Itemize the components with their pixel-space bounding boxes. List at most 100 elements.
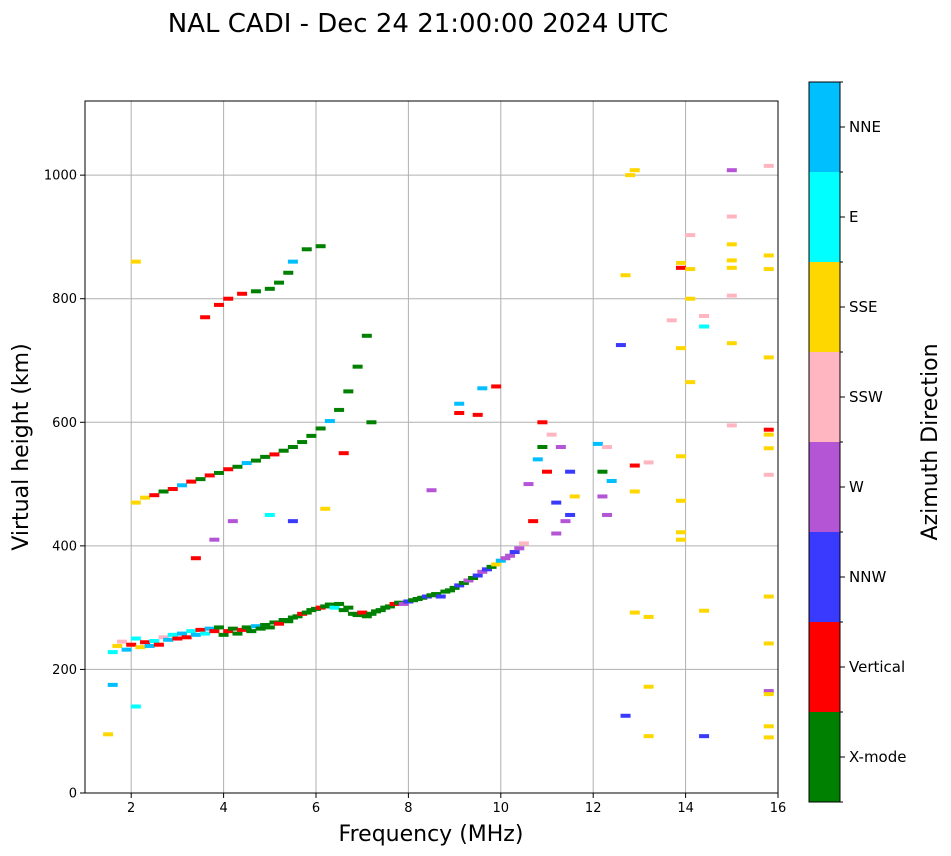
echo-point [726,168,737,173]
echo-point [375,608,386,613]
x-tick-label: 10 [493,801,510,816]
echo-point [629,489,640,494]
colorbar: X-mode Vertical NNW W SSW SSE E NNE [808,81,906,803]
echo-point [126,642,137,647]
echo-point [213,470,224,475]
echo-point [329,605,340,610]
echo-point [444,588,455,593]
echo-point [620,713,631,718]
echo-point [232,464,243,469]
echo-point [675,346,686,351]
x-tick-label: 12 [585,801,602,816]
echo-point [140,640,151,645]
echo-point [287,519,298,524]
echo-point [116,639,127,644]
echo-point [537,445,548,449]
echo-point [274,621,285,626]
echo-point [287,259,298,264]
echo-point [528,519,539,524]
echo-point [643,684,654,689]
y-tick-label: 200 [52,663,77,678]
echo-point [726,341,737,346]
echo-point [685,296,696,301]
echo-point [334,601,345,606]
x-tick-label: 2 [127,801,135,816]
echo-point [491,384,502,389]
plot-frame [84,100,779,794]
echo-point [218,632,229,637]
echo-point [463,578,474,583]
echo-point [763,432,774,437]
echo-point [209,629,220,634]
echo-point [592,441,603,446]
echo-point [163,637,174,642]
echo-point [431,592,442,597]
echo-point [278,448,289,453]
echo-point [505,553,516,558]
echo-point [625,173,636,178]
colorbar-frame [808,81,841,803]
colorbar-swatch [809,622,840,712]
echo-point [477,386,488,391]
echo-point [472,573,483,578]
echo-point [458,580,469,585]
echo-point [177,483,188,488]
colorbar-label: X-mode [849,748,906,766]
y-tick-label: 600 [52,416,77,431]
grid-lines [85,101,779,794]
plot-area: 2 4 6 8 10 12 14 16 0 200 400 600 800 1000 [44,100,786,816]
echo-point [130,500,141,505]
echo-point [241,625,252,630]
y-axis-label: Virtual height (km) [9,343,34,550]
echo-point [107,682,118,687]
echo-point [699,314,710,319]
echo-point [675,498,686,503]
echo-point [186,479,197,484]
echo-point [699,608,710,613]
echo-point [190,632,201,637]
echo-point [555,445,566,449]
echo-point [135,645,146,650]
echo-point [615,343,626,348]
echo-point [237,291,248,296]
echo-point [509,550,520,555]
echo-point [130,704,141,709]
echo-point [763,735,774,740]
echo-point [172,636,183,641]
echo-point [675,530,686,535]
echo-point [486,564,497,569]
echo-point [177,631,188,636]
echo-point [532,457,543,462]
echo-point [763,427,774,432]
echo-point [103,732,114,737]
echo-point [675,454,686,459]
echo-point [274,280,285,285]
colorbar-label: W [849,478,864,496]
echo-point [699,324,710,329]
colorbar-title: Azimuth Direction [918,343,943,540]
x-tick-label: 6 [312,801,320,816]
echo-point [334,407,345,412]
echo-point [643,614,654,619]
echo-point [255,626,266,631]
echo-point [315,426,326,431]
echo-point [167,487,178,492]
echo-point [250,458,261,463]
colorbar-swatch [809,172,840,262]
echo-point [204,626,215,631]
echo-point [320,506,331,511]
echo-point [227,519,238,524]
echo-point [107,650,118,655]
echo-point [227,626,238,631]
echo-point [260,454,271,459]
echo-point [297,440,308,445]
y-tick-label: 1000 [44,169,77,184]
echo-point [426,488,437,493]
echo-point [223,467,234,472]
echo-point [597,494,608,499]
echo-point [223,296,234,301]
echo-point [209,537,220,542]
echo-point [643,460,654,465]
echo-point [324,419,335,424]
